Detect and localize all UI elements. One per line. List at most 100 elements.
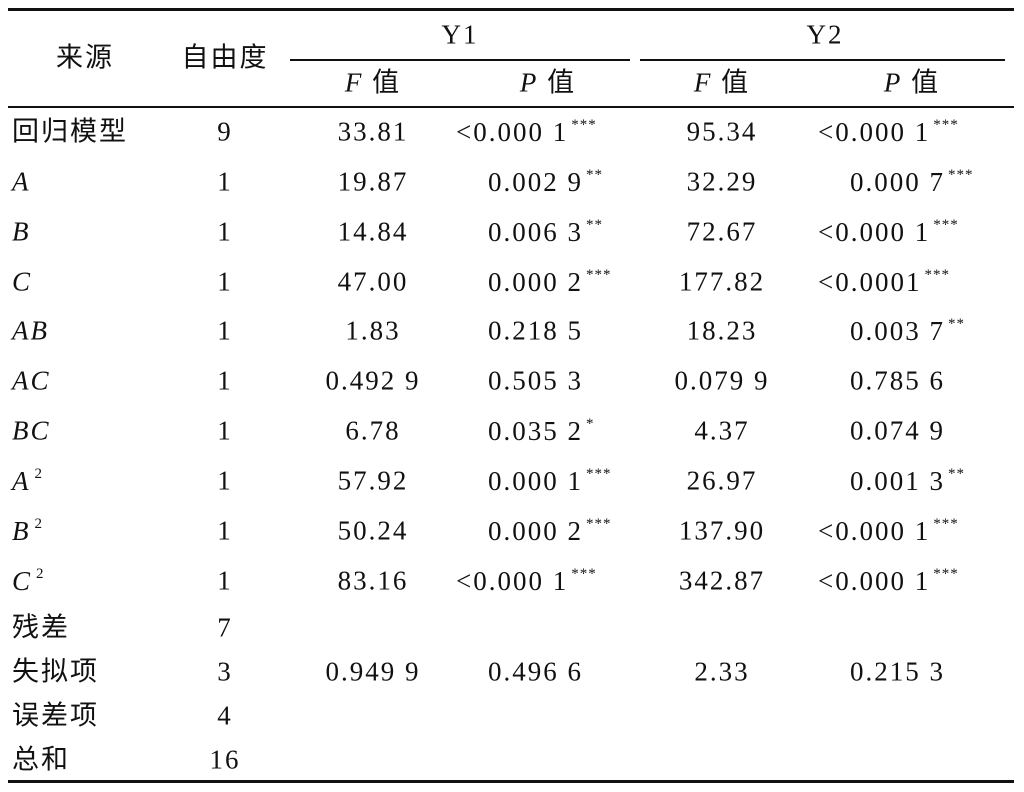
p-value: <0.000 1 *** — [818, 517, 959, 545]
cell-text: 14.84 — [337, 216, 409, 247]
significance: *** — [586, 267, 612, 283]
significance: ** — [586, 167, 603, 183]
f-value: 0.949 9 — [325, 656, 421, 687]
cell-text: 0.492 9 — [325, 365, 421, 396]
row-df: 1 — [217, 365, 233, 396]
source-text: 回归模型 — [12, 116, 128, 147]
row-df: 3 — [217, 656, 233, 687]
f-value: 50.24 — [337, 515, 409, 546]
row-df: 9 — [217, 116, 233, 147]
row-df: 7 — [217, 612, 233, 643]
cell-text: 0.949 9 — [325, 656, 421, 687]
top-rule — [8, 8, 1014, 11]
f-value: 342.87 — [678, 565, 766, 596]
f-value: 177.82 — [679, 268, 765, 296]
p-value: 0.002 9 ** — [488, 168, 603, 196]
group-rule — [290, 59, 630, 61]
cell-text: 342.87 — [678, 565, 766, 596]
row-source: A — [12, 168, 31, 196]
cell-text: 0.006 3 — [488, 217, 583, 247]
sub-var: F — [344, 67, 364, 98]
sub-header: F 值 — [344, 67, 401, 98]
p-value: 0.000 1 *** — [488, 467, 612, 495]
cell-text: 0.215 3 — [850, 656, 945, 687]
cell-text: 2.33 — [694, 656, 750, 687]
f-value: 4.37 — [694, 415, 750, 446]
row-source: 回归模型 — [12, 116, 128, 147]
cell-text: <0.000 1 — [456, 566, 569, 596]
row-df: 16 — [209, 744, 241, 775]
cell-text: 33.81 — [337, 116, 409, 147]
p-value: <0.000 1 *** — [456, 567, 597, 595]
row-source: BC — [12, 415, 51, 446]
source-text: 误差项 — [12, 700, 99, 731]
cell-text: 1.83 — [345, 315, 401, 346]
row-df: 1 — [217, 415, 233, 446]
cell-text: 137.90 — [678, 515, 766, 546]
row-source: 总和 — [12, 744, 70, 775]
cell-text: <0.000 1 — [818, 217, 931, 247]
cell-text: <0.000 1 — [456, 117, 569, 147]
row-source: AB — [12, 317, 49, 345]
f-value: 0.079 9 — [675, 367, 770, 395]
significance: *** — [948, 167, 974, 183]
cell-text: 0.035 2 — [488, 416, 583, 446]
sub-header: F 值 — [693, 67, 751, 98]
f-value: 32.29 — [686, 166, 758, 197]
row-df: 1 — [217, 565, 233, 596]
cell-text: 4.37 — [694, 415, 750, 446]
f-value: 72.67 — [687, 218, 758, 246]
cell-text: 50.24 — [337, 515, 409, 546]
source-text: 失拟项 — [12, 656, 99, 687]
source-text: 残差 — [12, 612, 70, 643]
f-value: 19.87 — [338, 168, 409, 196]
source-text: 总和 — [12, 744, 70, 775]
cell-text: 26.97 — [686, 465, 758, 496]
source-text: AC — [12, 365, 51, 396]
p-value: 0.035 2 * — [488, 417, 595, 445]
cell-text: 0.218 5 — [488, 315, 583, 346]
p-value: 0.218 5 — [488, 315, 583, 346]
f-value: 33.81 — [337, 116, 409, 147]
significance: ** — [586, 217, 603, 233]
sub-header: P 值 — [884, 69, 940, 97]
sub-var: F — [693, 67, 713, 98]
sub-var: P — [519, 67, 539, 98]
row-source: 误差项 — [12, 700, 99, 731]
significance: *** — [571, 566, 597, 582]
bottom-rule — [8, 780, 1014, 783]
f-value: 6.78 — [345, 417, 400, 445]
cell-text: 0.000 1 — [488, 466, 583, 496]
p-value: 0.003 7 ** — [850, 317, 965, 345]
source-power: 2 — [36, 566, 46, 582]
p-value: 0.001 3 ** — [850, 467, 965, 495]
p-value: <0.0001 *** — [818, 268, 950, 296]
cell-text: <0.000 1 — [818, 117, 931, 147]
f-value: 57.92 — [338, 467, 409, 495]
p-value: 0.074 9 — [850, 417, 945, 445]
group-header: Y1 — [441, 19, 479, 50]
source-text: BC — [12, 415, 51, 446]
source-text: A — [12, 466, 31, 496]
significance: *** — [933, 566, 959, 582]
row-df: 1 — [217, 166, 233, 197]
p-value: 0.215 3 — [850, 656, 945, 687]
significance: ** — [948, 316, 965, 332]
cell-text: 83.16 — [337, 565, 409, 596]
significance: *** — [571, 117, 597, 133]
cell-text: 32.29 — [686, 166, 758, 197]
row-source: AC — [12, 365, 51, 396]
cell-text: <0.0001 — [818, 267, 922, 297]
header-rule — [8, 106, 1014, 108]
cell-text: 0.496 6 — [488, 656, 583, 687]
significance: *** — [586, 466, 612, 482]
sub-header: P 值 — [519, 67, 576, 98]
cell-text: 47.00 — [337, 266, 409, 297]
sub-word: 值 — [721, 67, 751, 98]
source-text: C — [12, 266, 33, 297]
group-rule — [640, 59, 1005, 61]
source-power: 2 — [34, 516, 44, 532]
source-text: C — [12, 566, 33, 596]
